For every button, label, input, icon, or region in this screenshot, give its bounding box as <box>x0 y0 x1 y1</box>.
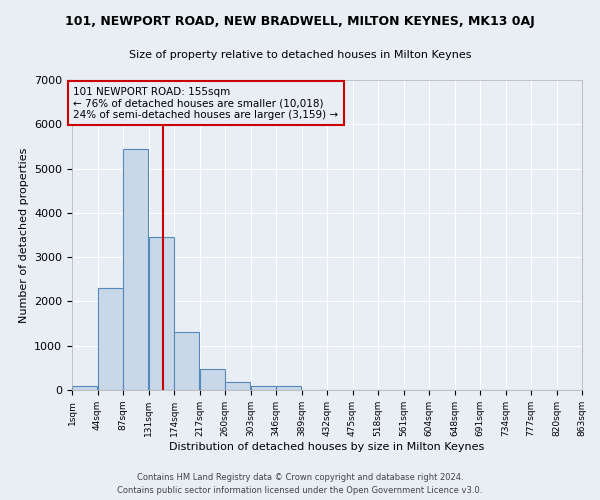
Bar <box>276 386 301 390</box>
Text: 101 NEWPORT ROAD: 155sqm
← 76% of detached houses are smaller (10,018)
24% of se: 101 NEWPORT ROAD: 155sqm ← 76% of detach… <box>73 86 338 120</box>
Y-axis label: Number of detached properties: Number of detached properties <box>19 148 29 322</box>
Text: Contains HM Land Registry data © Crown copyright and database right 2024.: Contains HM Land Registry data © Crown c… <box>137 474 463 482</box>
X-axis label: Distribution of detached houses by size in Milton Keynes: Distribution of detached houses by size … <box>169 442 485 452</box>
Text: Contains public sector information licensed under the Open Government Licence v3: Contains public sector information licen… <box>118 486 482 495</box>
Bar <box>251 386 276 390</box>
Bar <box>200 369 225 390</box>
Bar <box>225 382 250 390</box>
Bar <box>98 288 123 390</box>
Text: Size of property relative to detached houses in Milton Keynes: Size of property relative to detached ho… <box>129 50 471 60</box>
Bar <box>149 237 174 390</box>
Bar <box>123 148 148 390</box>
Bar <box>72 386 97 390</box>
Bar <box>174 332 199 390</box>
Text: 101, NEWPORT ROAD, NEW BRADWELL, MILTON KEYNES, MK13 0AJ: 101, NEWPORT ROAD, NEW BRADWELL, MILTON … <box>65 15 535 28</box>
